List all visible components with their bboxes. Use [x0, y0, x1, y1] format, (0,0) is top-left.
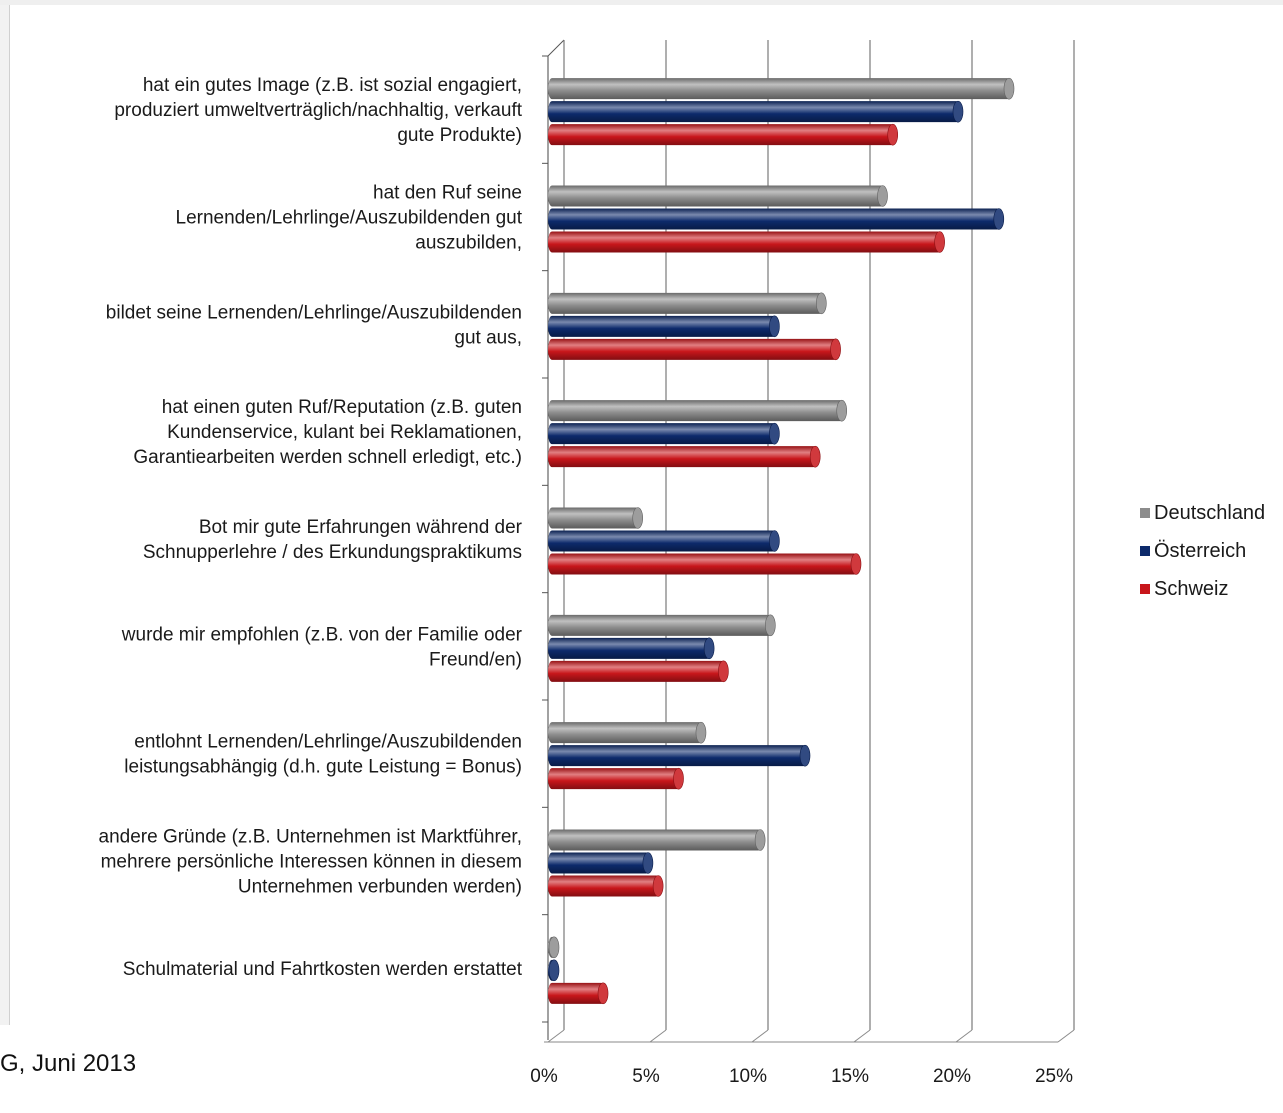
- x-tick-label: 10%: [729, 1066, 767, 1087]
- legend-label: Österreich: [1154, 540, 1246, 562]
- bar-schweiz-3: [548, 338, 841, 361]
- legend-item-deutschland: Deutschland: [1140, 502, 1265, 524]
- legend-item-schweiz: Schweiz: [1140, 578, 1228, 600]
- bar-deutschland-2: [548, 185, 888, 207]
- bar-deutschland-7: [548, 721, 707, 744]
- bar-schweiz-6: [548, 660, 729, 683]
- category-label-line: hat einen guten Ruf/Reputation (z.B. gut…: [162, 397, 522, 418]
- category-label-line: Garantiearbeiten werden schnell erledigt…: [133, 447, 522, 468]
- legend-label: Deutschland: [1154, 502, 1265, 524]
- bar-schweiz-9: [548, 982, 609, 1005]
- category-label-line: auszubilden,: [415, 233, 522, 254]
- bar-deutschland-9: [548, 936, 560, 959]
- category-label-line: Freund/en): [429, 649, 522, 670]
- bar-deutschland-3: [548, 292, 827, 315]
- category-label-line: leistungsabhängig (d.h. gute Leistung = …: [124, 757, 522, 778]
- bar-österreich-8: [548, 852, 654, 874]
- category-label-line: entlohnt Lernenden/Lehrlinge/Auszubilden…: [134, 732, 522, 753]
- bar-österreich-1: [548, 100, 964, 123]
- category-label-6: wurde mir empfohlen (z.B. von der Famili…: [121, 624, 523, 670]
- category-label-line: Bot mir gute Erfahrungen während der: [199, 517, 523, 538]
- x-tick-label: 5%: [632, 1066, 660, 1087]
- bar-österreich-3: [548, 315, 780, 338]
- legend-swatch: [1140, 508, 1150, 518]
- legend: Deutschland Österreich Schweiz: [1140, 502, 1265, 600]
- legend-swatch: [1140, 584, 1150, 594]
- category-label-7: entlohnt Lernenden/Lehrlinge/Auszubilden…: [124, 732, 522, 778]
- bar-schweiz-5: [548, 553, 862, 575]
- bar-deutschland-8: [548, 829, 766, 851]
- bars: [548, 77, 1015, 1005]
- category-label-line: Unternehmen verbunden werden): [238, 877, 522, 898]
- bar-schweiz-8: [548, 875, 664, 897]
- bar-deutschland-1: [548, 77, 1015, 100]
- x-tick-label: 0%: [530, 1066, 558, 1087]
- x-tick-label: 25%: [1035, 1066, 1073, 1087]
- legend-item-österreich: Österreich: [1140, 540, 1246, 562]
- window-left-band: [0, 5, 10, 1025]
- category-label-1: hat ein gutes Image (z.B. ist sozial eng…: [114, 75, 522, 146]
- category-label-line: gut aus,: [454, 327, 522, 348]
- category-label-line: bildet seine Lernenden/Lehrlinge/Auszubi…: [106, 302, 522, 323]
- category-label-line: Lernenden/Lehrlinge/Auszubildenden gut: [176, 208, 523, 229]
- bar-schweiz-2: [548, 231, 945, 253]
- bar-deutschland-4: [548, 399, 848, 422]
- category-label-line: Schnupperlehre / des Erkundungspraktikum…: [143, 542, 522, 563]
- category-label-line: Schulmaterial und Fahrtkosten werden ers…: [123, 959, 523, 980]
- category-label-8: andere Gründe (z.B. Unternehmen ist Mark…: [99, 827, 522, 898]
- bar-österreich-7: [548, 744, 811, 767]
- legend-swatch: [1140, 546, 1150, 556]
- bar-österreich-5: [548, 530, 780, 552]
- category-labels: hat ein gutes Image (z.B. ist sozial eng…: [99, 75, 523, 980]
- category-label-line: Kundenservice, kulant bei Reklamationen,: [167, 422, 522, 443]
- bar-schweiz-4: [548, 445, 821, 468]
- bar-österreich-6: [548, 637, 715, 660]
- x-tick-label: 15%: [831, 1066, 869, 1087]
- bar-schweiz-1: [548, 123, 899, 146]
- category-label-line: produziert umweltverträglich/nachhaltig,…: [114, 100, 522, 121]
- category-label-9: Schulmaterial und Fahrtkosten werden ers…: [123, 959, 523, 980]
- category-label-line: gute Produkte): [397, 125, 522, 146]
- category-label-line: hat den Ruf seine: [373, 183, 522, 204]
- category-label-3: bildet seine Lernenden/Lehrlinge/Auszubi…: [106, 302, 522, 348]
- bar-österreich-2: [548, 208, 1005, 230]
- x-axis-ticks: 0% 5% 10% 15% 20% 25%: [530, 1066, 1073, 1087]
- source-note: G, Juni 2013: [0, 1050, 137, 1077]
- bar-deutschland-6: [548, 614, 776, 637]
- category-label-line: andere Gründe (z.B. Unternehmen ist Mark…: [99, 827, 522, 848]
- window-top-band: [0, 0, 1283, 5]
- bar-österreich-4: [548, 422, 780, 445]
- category-label-line: mehrere persönliche Interessen können in…: [101, 852, 522, 873]
- bar-deutschland-5: [548, 507, 644, 529]
- category-label-line: wurde mir empfohlen (z.B. von der Famili…: [121, 624, 523, 645]
- category-label-5: Bot mir gute Erfahrungen während der Schn…: [143, 517, 523, 563]
- legend-label: Schweiz: [1154, 578, 1228, 600]
- category-label-line: hat ein gutes Image (z.B. ist sozial eng…: [143, 75, 522, 96]
- category-label-4: hat einen guten Ruf/Reputation (z.B. gut…: [133, 397, 522, 468]
- bar-österreich-9: [548, 959, 560, 982]
- bar-schweiz-7: [548, 767, 684, 790]
- x-tick-label: 20%: [933, 1066, 971, 1087]
- category-label-2: hat den Ruf seine Lernenden/Lehrlinge/Aus…: [176, 183, 523, 254]
